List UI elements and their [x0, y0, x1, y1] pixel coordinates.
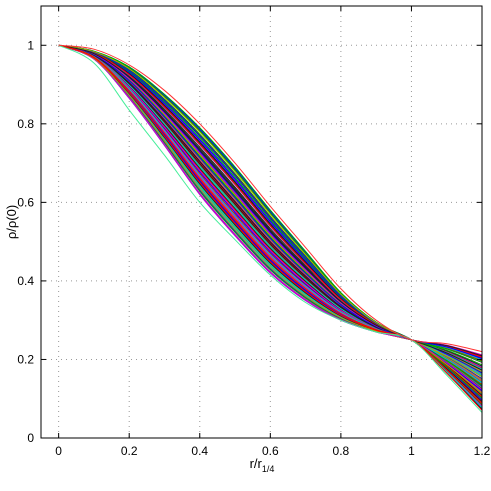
x-axis-label: r/r1/4	[250, 456, 275, 474]
y-tick-label: 0.2	[17, 352, 34, 366]
x-tick-label: 0.6	[262, 444, 279, 458]
x-tick-label: 1.2	[474, 444, 491, 458]
y-axis-label: ρ/ρ(0)	[4, 205, 19, 239]
y-tick-label: 0.6	[17, 195, 34, 209]
y-tick-label: 0	[27, 431, 34, 445]
x-tick-label: 0	[55, 444, 62, 458]
series-line	[58, 44, 482, 353]
x-tick-label: 1	[408, 444, 415, 458]
plot-area	[58, 44, 482, 413]
plot-frame	[40, 5, 483, 439]
x-tick-label: 0.4	[191, 444, 208, 458]
ticks	[41, 6, 483, 439]
y-tick-label: 0.8	[17, 117, 34, 131]
y-tick-label: 0.4	[17, 274, 34, 288]
x-tick-label: 0.2	[121, 444, 138, 458]
series-group	[58, 44, 482, 413]
tick-labels: 0 0.2 0.4 0.6 0.8 1 1.2 0 0.2 0.4 0.6 0.8 1	[17, 38, 490, 458]
y-tick-label: 1	[27, 38, 34, 52]
x-tick-label: 0.8	[333, 444, 350, 458]
